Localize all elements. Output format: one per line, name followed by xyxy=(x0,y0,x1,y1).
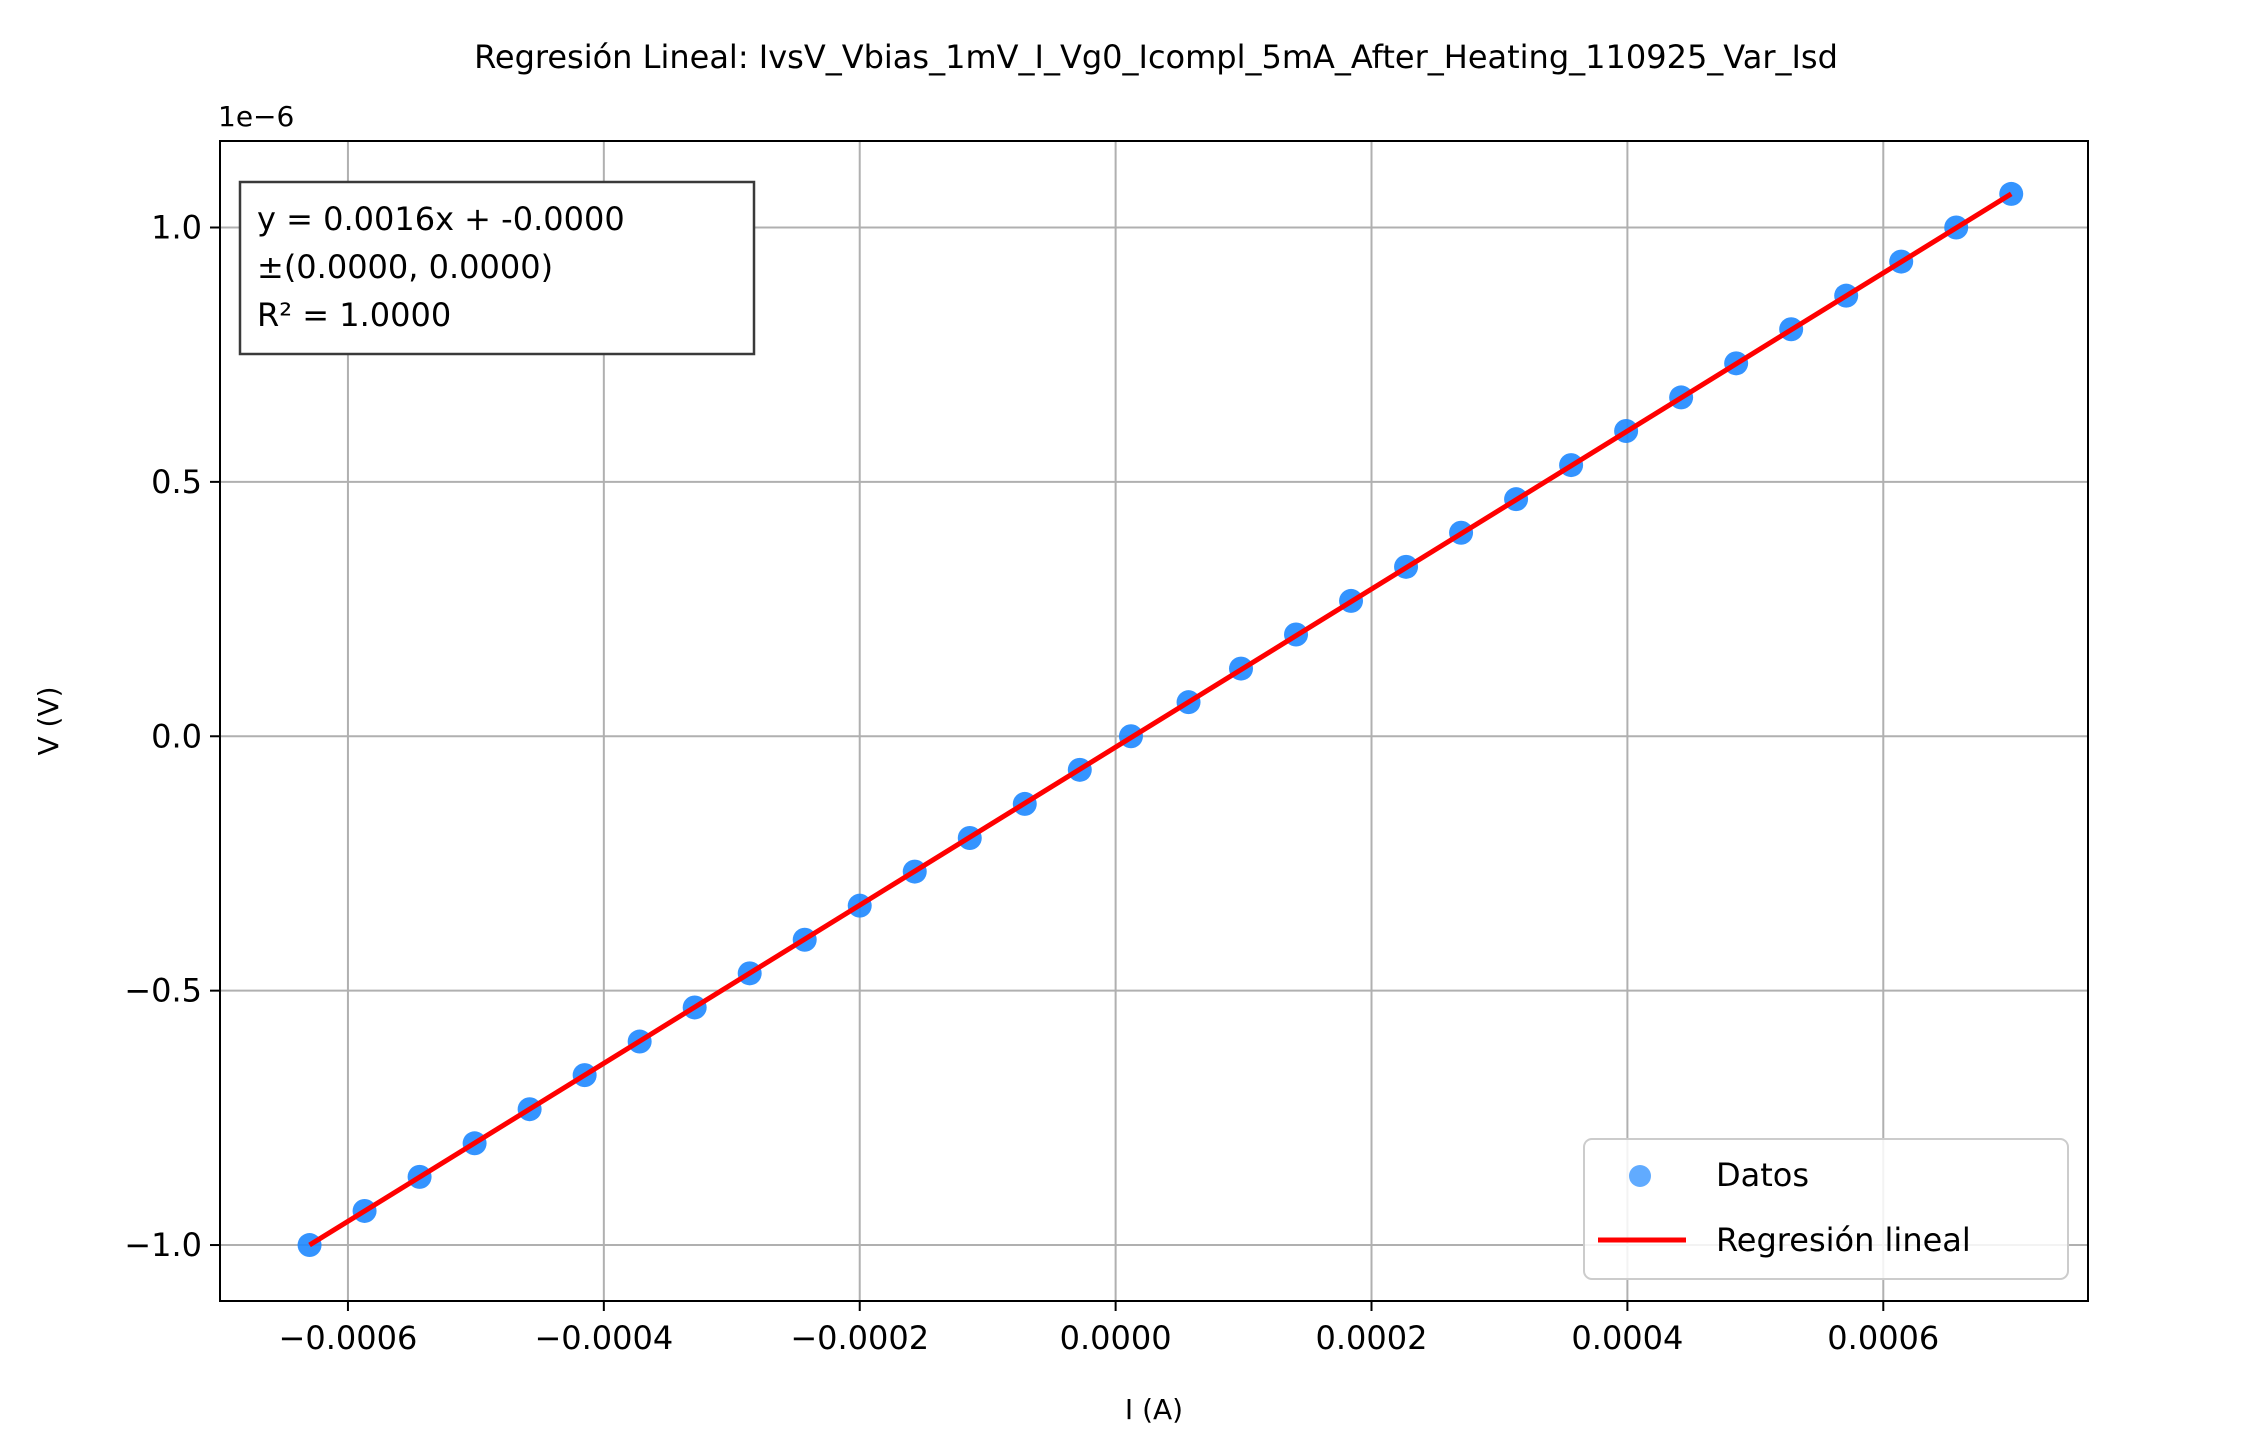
x-tick-label: 0.0006 xyxy=(1827,1319,1939,1357)
regression-equation-box: y = 0.0016x + -0.0000 ±(0.0000, 0.0000) … xyxy=(238,180,756,356)
x-tick-label: 0.0000 xyxy=(1060,1319,1172,1357)
legend-marker-datos xyxy=(1629,1165,1651,1187)
plot-data xyxy=(297,181,2024,1258)
grid xyxy=(220,141,2088,1301)
legend-label-datos: Datos xyxy=(1716,1156,1809,1194)
x-tick-label: 0.0002 xyxy=(1316,1319,1428,1357)
y-tick-label: −0.5 xyxy=(124,972,202,1010)
y-axis-ticks: −1.0 −0.5 0.0 0.5 1.0 xyxy=(124,208,220,1264)
chart-title: Regresión Lineal: IvsV_Vbias_1mV_I_Vg0_I… xyxy=(474,38,1838,76)
y-tick-label: 0.5 xyxy=(151,463,202,501)
y-tick-label: −1.0 xyxy=(124,1226,202,1264)
legend: Datos Regresión lineal xyxy=(1583,1138,2069,1280)
uncertainty-line: ±(0.0000, 0.0000) xyxy=(257,248,553,286)
x-axis-ticks: −0.0006 −0.0004 −0.0002 0.0000 0.0002 0.0004 0… xyxy=(279,1301,1939,1357)
x-tick-label: −0.0006 xyxy=(279,1319,418,1357)
x-tick-label: −0.0004 xyxy=(534,1319,673,1357)
y-axis-label: V (V) xyxy=(32,686,65,755)
y-tick-label: 1.0 xyxy=(151,208,202,246)
x-tick-label: 0.0004 xyxy=(1571,1319,1683,1357)
r-squared-line: R² = 1.0000 xyxy=(257,296,451,334)
equation-line: y = 0.0016x + -0.0000 xyxy=(257,200,625,238)
x-tick-label: −0.0002 xyxy=(790,1319,929,1357)
x-axis-label: I (A) xyxy=(1125,1393,1183,1426)
regression-line xyxy=(308,191,2013,1248)
y-tick-label: 0.0 xyxy=(151,717,202,755)
plot-frame xyxy=(219,140,2089,1302)
legend-label-regresion: Regresión lineal xyxy=(1716,1221,1971,1259)
y-offset-label: 1e−6 xyxy=(218,100,294,133)
